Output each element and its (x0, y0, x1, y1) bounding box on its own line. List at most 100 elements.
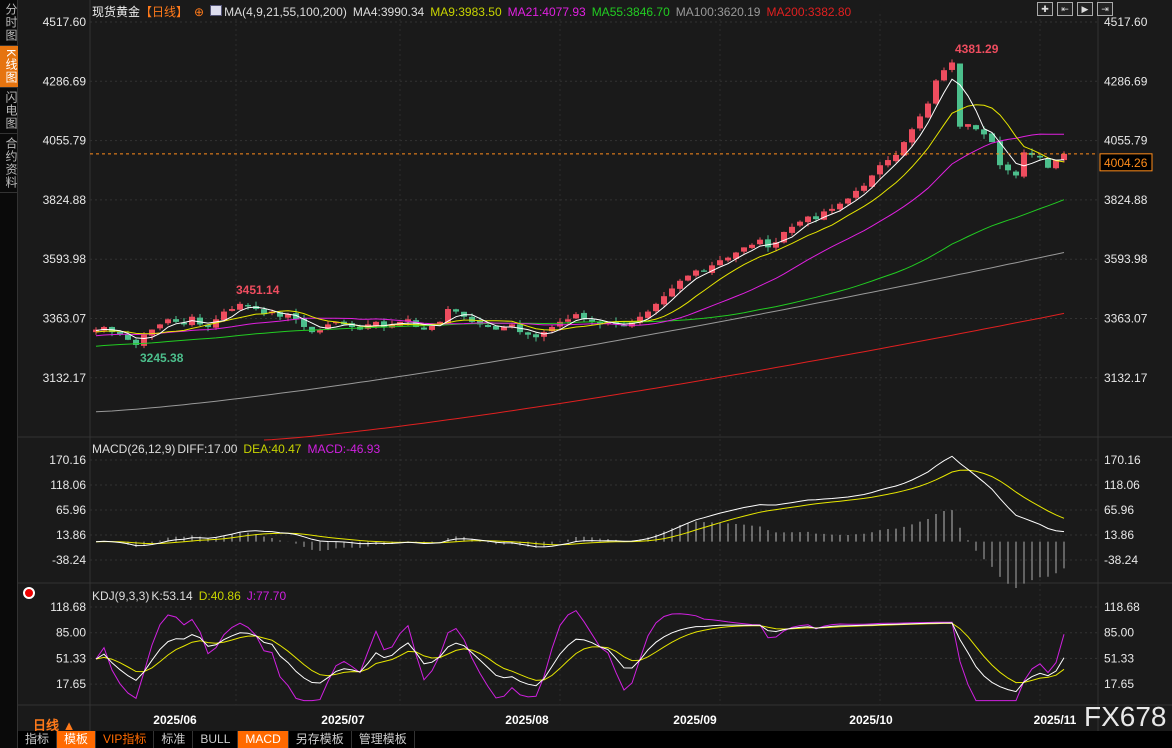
candle-down (293, 313, 299, 320)
toolbar-button-6[interactable]: 另存模板 (289, 731, 352, 748)
candle-down (133, 339, 139, 345)
ma4-value: MA4:3990.34 (352, 5, 425, 19)
kdj-tick-right: 85.00 (1104, 626, 1134, 640)
candle-up (165, 319, 171, 324)
candle-down (421, 327, 427, 330)
candle-up (909, 129, 915, 143)
crosshair-toggle-icon[interactable]: ⊕ (194, 5, 205, 19)
candle-up (549, 326, 555, 332)
ma100-line (95, 252, 1065, 413)
candle-up (1021, 152, 1027, 177)
candle-up (437, 321, 443, 324)
candle-up (157, 324, 163, 329)
kdj-tick-right: 118.68 (1104, 600, 1140, 614)
candle-up (877, 165, 883, 175)
ma9-value: MA9:3983.50 (430, 5, 502, 19)
candle-down (205, 324, 211, 327)
ma200-line (263, 312, 1065, 441)
bottom-toolbar: 指标 模板 VIP指标 标准 BULL MACD 另存模板 管理模板 (18, 731, 1172, 748)
toolbar-button-0[interactable]: 指标 (18, 731, 58, 748)
kdj-tick-left: 85.00 (56, 626, 86, 640)
candle-up (725, 257, 731, 261)
candle-down (1005, 164, 1011, 171)
candle-up (821, 211, 827, 220)
record-icon[interactable] (23, 587, 35, 599)
candle-up (773, 242, 779, 248)
candle-up (645, 311, 651, 318)
candle-up (741, 247, 747, 252)
ma21-line (95, 133, 1065, 337)
candle-down (997, 141, 1003, 166)
ma55-line (95, 199, 1065, 347)
sidebar-tab-1[interactable]: K线图 (0, 46, 18, 89)
candle-down (765, 239, 771, 248)
candle-down (117, 331, 123, 335)
dea-line (95, 469, 1065, 546)
candle-down (453, 309, 459, 312)
price-tick-left: 4517.60 (43, 15, 87, 29)
candle-up (237, 303, 243, 310)
macd-tick-left: 65.96 (56, 503, 86, 517)
candle-down (309, 326, 315, 333)
date-tick: 2025/07 (321, 713, 365, 727)
candle-up (221, 311, 227, 320)
sidebar: 分时图 K线图 闪电图 合约资料 (0, 0, 18, 748)
price-tick-left: 3593.98 (43, 252, 87, 266)
ma21-value: MA21:4077.93 (507, 5, 586, 19)
candle-down (485, 325, 491, 327)
candle-up (845, 198, 851, 204)
date-tick: 2025/09 (673, 713, 717, 727)
toolbar-button-5[interactable]: MACD (238, 731, 289, 748)
price-tick-right: 4055.79 (1104, 134, 1148, 148)
candle-up (445, 309, 451, 324)
period-label[interactable]: 【日线】 (140, 5, 189, 19)
candle-up (757, 239, 763, 245)
toolbar-button-7[interactable]: 管理模板 (352, 731, 415, 748)
high-annotation: 4381.29 (955, 42, 999, 56)
candle-up (333, 321, 339, 324)
candle-down (277, 312, 283, 317)
toolbar-button-2[interactable]: VIP指标 (96, 731, 155, 748)
macd-tick-right: 118.06 (1104, 478, 1140, 492)
sidebar-tab-3[interactable]: 合约资料 (0, 134, 18, 194)
step-left-icon[interactable]: ⇤ (1057, 2, 1073, 16)
candle-up (557, 321, 563, 327)
candle-up (501, 326, 507, 331)
play-icon[interactable]: ▶ (1077, 2, 1093, 16)
date-tick: 2025/08 (505, 713, 549, 727)
sidebar-tab-2[interactable]: 闪电图 (0, 88, 18, 135)
sidebar-tab-0[interactable]: 分时图 (0, 0, 18, 46)
macd-tick-right: -38.24 (1104, 553, 1138, 567)
candle-down (349, 323, 355, 327)
candle-down (181, 322, 187, 325)
candle-down (533, 334, 539, 338)
toolbar-button-3[interactable]: 标准 (154, 731, 194, 748)
candle-up (509, 324, 515, 327)
ma9-line (95, 104, 1065, 335)
macd-tick-left: -38.24 (52, 553, 86, 567)
candle-up (733, 252, 739, 259)
candle-up (677, 280, 683, 289)
price-tick-right: 4517.60 (1104, 15, 1148, 29)
macd-tick-left: 170.16 (49, 453, 86, 467)
d-line (95, 622, 1065, 684)
period-selector[interactable]: 日线 ▲ (33, 718, 76, 733)
toolbar-button-4[interactable]: BULL (193, 731, 239, 748)
jump-end-icon[interactable]: ⇥ (1097, 2, 1113, 16)
candle-up (373, 321, 379, 326)
j-line (95, 609, 1065, 702)
diff-line (95, 455, 1065, 548)
candle-up (141, 334, 147, 346)
price-tick-right: 3132.17 (1104, 371, 1148, 385)
candle-up (653, 303, 659, 312)
crosshair-icon[interactable]: ✚ (1037, 2, 1053, 16)
candle-down (245, 305, 251, 307)
kdj-label: KDJ(9,3,3) (92, 589, 150, 603)
ma-settings-icon[interactable] (210, 5, 223, 16)
macd-dea: DEA:40.47 (243, 442, 302, 456)
toolbar-button-1[interactable]: 模板 (57, 731, 97, 748)
candle-down (581, 312, 587, 320)
candle-up (749, 244, 755, 248)
candle-up (573, 314, 579, 319)
